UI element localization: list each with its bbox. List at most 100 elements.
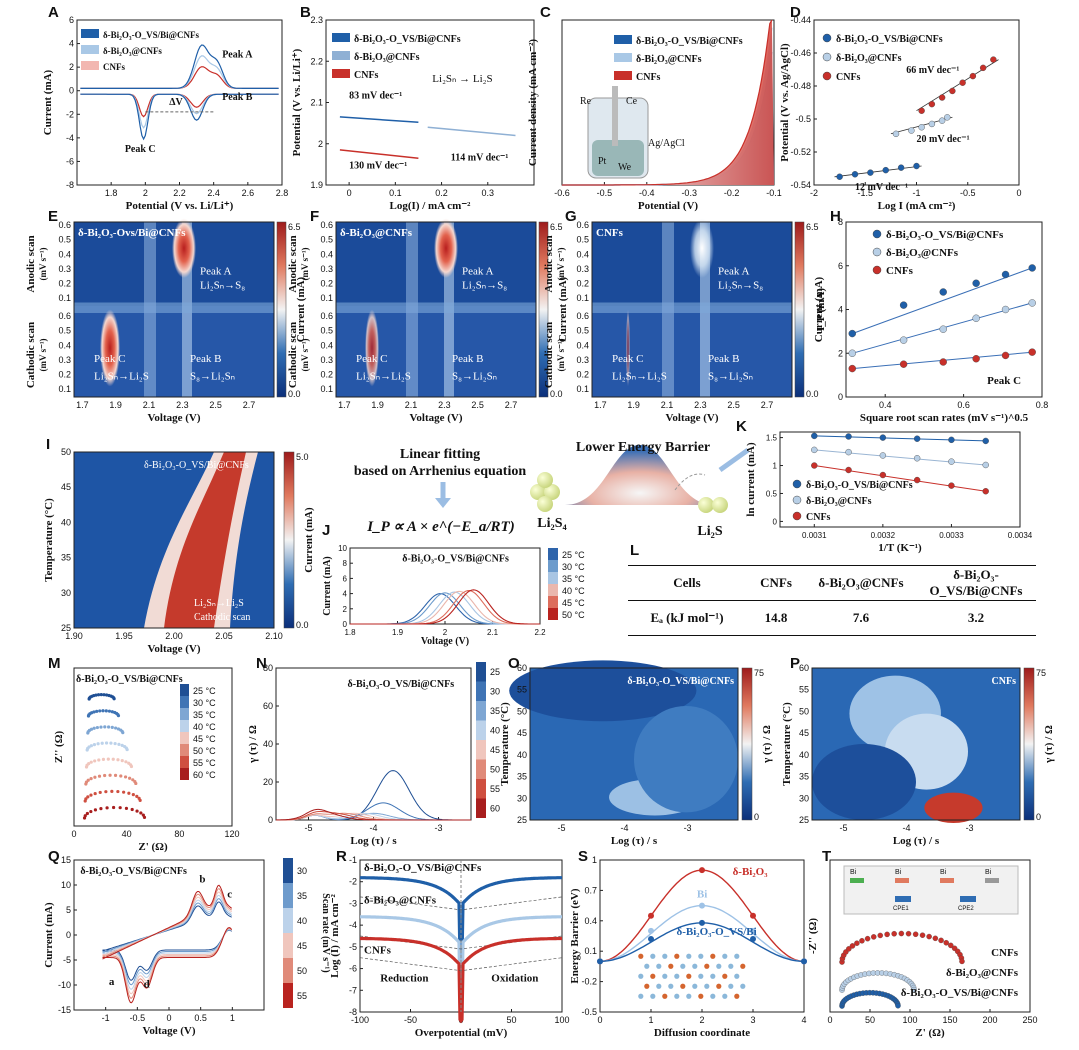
- x-axis-label: Voltage (V): [147, 412, 200, 424]
- crystal-atom: [650, 973, 656, 979]
- nyquist-point: [86, 778, 90, 782]
- cv-anodic-curve: [80, 44, 279, 89]
- x-tick-label: 2.1: [143, 400, 156, 410]
- colorbar-max: 75: [1036, 668, 1046, 678]
- y-tick-label: 8: [838, 217, 843, 227]
- y-tick-label: 6: [343, 574, 348, 583]
- nyquist-point: [912, 931, 919, 937]
- y-tick-label: 0.2: [58, 279, 71, 289]
- crystal-atom: [644, 963, 650, 969]
- temperature-curve: [350, 590, 540, 625]
- x-tick-label: -100: [351, 1015, 369, 1025]
- y-tick-label: 80: [263, 663, 273, 673]
- legend-entry: 30 °C: [193, 698, 216, 708]
- y-axis-label: -Z'' (Ω): [807, 918, 819, 954]
- nyquist-point: [118, 806, 122, 810]
- y-tick-label: 0.5: [320, 235, 333, 245]
- tafel-curve: [360, 936, 562, 1024]
- legend-entry: 25 °C: [193, 686, 216, 696]
- nyquist-point: [93, 759, 97, 763]
- y-tick-label: 50: [517, 706, 527, 716]
- annotation-agagcl: Ag/AgCl: [648, 138, 685, 149]
- current-area: [562, 20, 774, 185]
- circuit-cpe: [895, 896, 911, 902]
- crystal-atom: [692, 963, 698, 969]
- cv-cathodic-curve: [80, 93, 279, 141]
- legend-entry: δ-Bi₂O₃-O_VS/Bi@CNFs: [636, 36, 743, 47]
- fit-line: [852, 267, 1033, 335]
- crystal-atom: [710, 973, 716, 979]
- panel-label-g: G: [565, 208, 577, 225]
- legend-entry: 50 °C: [193, 746, 216, 756]
- x-tick-label: -1.5: [857, 188, 873, 198]
- y-tick-label: 0.1: [576, 384, 589, 394]
- nyquist-point: [92, 743, 97, 747]
- y-tick-label: 0.1: [58, 293, 71, 303]
- legend-entry: 45: [297, 941, 307, 951]
- nyquist-point: [98, 790, 102, 795]
- annotation-peak-b-reaction: S₈→Li₂Sₙ: [452, 371, 497, 383]
- nyquist-point: [95, 709, 99, 713]
- nyquist-point: [96, 693, 101, 697]
- panel-label-r: R: [336, 848, 347, 865]
- table-header-m2: δ-Bi₂O₃@CNFs: [818, 575, 904, 590]
- crystal-atom: [722, 993, 728, 999]
- drt-curve: [276, 808, 471, 821]
- data-point: [982, 488, 989, 495]
- annotation-slope-m2: 20 mV dec⁻¹: [917, 134, 970, 145]
- colorbar-label: Scan rate (mV s⁻¹): [320, 893, 331, 972]
- data-point: [918, 124, 925, 131]
- data-point: [897, 164, 905, 171]
- annotation-peak-b: Peak B: [190, 353, 221, 365]
- annotation-delta-v: ΔV: [169, 97, 183, 108]
- y-tick-label: 8: [343, 559, 348, 568]
- annotation-we: We: [618, 162, 632, 173]
- x-axis-label: Overpotential (mV): [415, 1027, 508, 1039]
- nyquist-point: [128, 776, 132, 780]
- y-tick-label: 0.4: [58, 249, 71, 259]
- nyquist-point: [123, 775, 128, 779]
- legend-swatch: [180, 756, 189, 768]
- legend-entry: δ-Bi₂O₃-O_VS/Bi@CNFs: [103, 30, 199, 40]
- y-tick-label: 0.2: [58, 370, 71, 380]
- data-point: [879, 471, 887, 479]
- crystal-atom: [728, 983, 734, 989]
- y-tick-label: 0.4: [58, 340, 71, 350]
- legend-swatch: [476, 720, 486, 740]
- legend-marker: [332, 69, 350, 78]
- colorbar: [538, 221, 549, 398]
- y-tick-label: 0.4: [584, 916, 597, 926]
- y-tick-label: 0.2: [320, 370, 333, 380]
- y-tick-label: 0.6: [58, 220, 71, 230]
- crystal-atom: [674, 993, 680, 999]
- legend-entry: 35: [297, 891, 307, 901]
- y-axis-label: Current (mA): [43, 902, 55, 968]
- legend-swatch: [548, 548, 558, 560]
- circuit-label: Bi: [850, 869, 857, 876]
- plot-frame: [73, 667, 233, 827]
- nyquist-point: [107, 709, 112, 713]
- legend-entry: 30 °C: [562, 562, 585, 572]
- panel-e-heatmap: 1.7 1.9 2.1 2.3 2.5 2.7 0.6 0.6 0.5 0.5 0.4 0.4 0.3 0…: [25, 218, 307, 424]
- y-tick-label: 0.3: [320, 355, 333, 365]
- nyquist-point: [919, 932, 926, 938]
- data-point: [939, 288, 947, 296]
- nyquist-point: [104, 741, 109, 745]
- legend-marker: [872, 229, 882, 239]
- legend-entry: δ-Bi₂O₃@CNFs: [886, 247, 959, 259]
- x-axis-label: Voltage (V): [421, 636, 469, 647]
- x-tick-label: 80: [174, 829, 184, 839]
- colorbar-max: 6.5: [806, 222, 819, 232]
- annotation-peak-a: Peak A: [200, 266, 232, 278]
- y-axis-label: Current (mA): [42, 69, 54, 135]
- colorbar-min: 0: [754, 812, 759, 822]
- panel-label-n: N: [256, 655, 267, 672]
- y-tick-label: 0.6: [58, 311, 71, 321]
- nyquist-point: [116, 714, 121, 718]
- x-tick-label: -0.5: [130, 1013, 146, 1023]
- y-tick-label: 6: [838, 261, 843, 271]
- panel-label-f: F: [310, 208, 320, 225]
- x-tick-label: -0.1: [766, 188, 782, 198]
- nyquist-point: [93, 791, 97, 796]
- data-point: [918, 107, 925, 114]
